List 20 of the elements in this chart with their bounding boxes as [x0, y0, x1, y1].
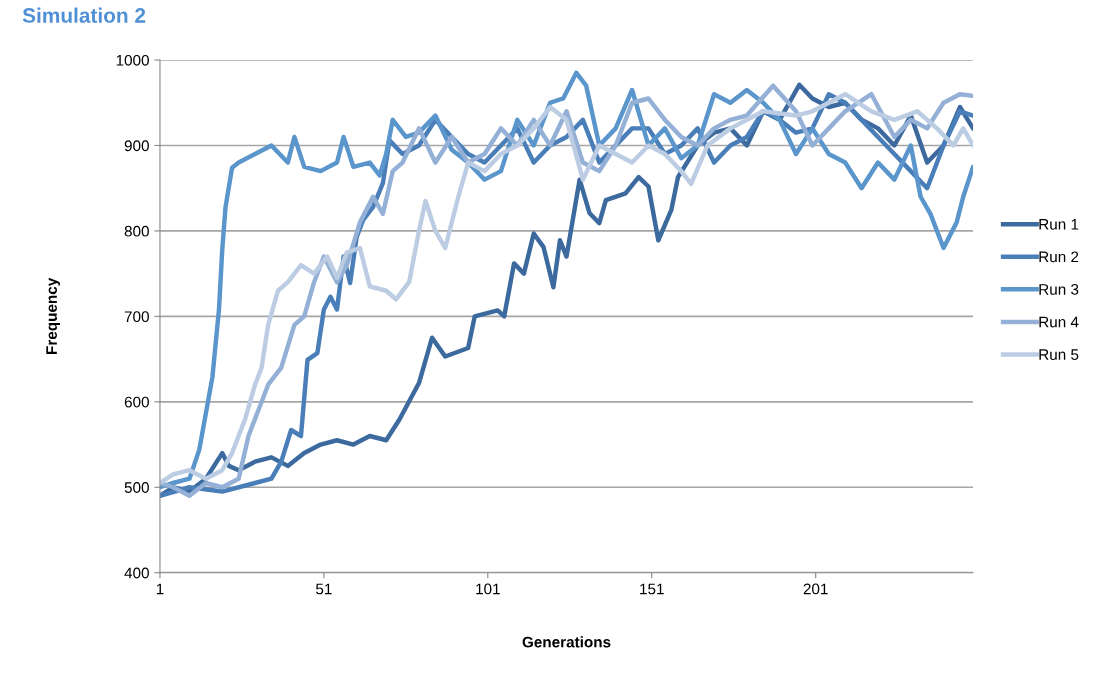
legend-label: Run 4: [1039, 316, 1079, 328]
x-tick-label: 201: [803, 583, 828, 595]
y-tick-label: 1000: [116, 54, 149, 66]
y-tick-label: 400: [124, 567, 149, 579]
x-tick-label: 1: [156, 583, 164, 595]
y-tick-label: 600: [124, 396, 149, 408]
y-tick-label: 500: [124, 482, 149, 493]
x-tick-label: 101: [476, 583, 500, 595]
x-tick-label: 51: [316, 583, 332, 595]
legend-label: Run 5: [1039, 349, 1079, 360]
x-tick-label: 151: [640, 583, 664, 595]
y-axis-title: Frequency: [46, 277, 61, 354]
y-tick-label: 800: [124, 225, 149, 237]
legend-label: Run 3: [1039, 284, 1079, 295]
y-tick-label: 900: [124, 140, 149, 152]
legend-label: Run 1: [1039, 219, 1079, 230]
chart-title: Simulation 2: [22, 7, 146, 23]
y-tick-label: 700: [124, 311, 149, 323]
x-axis-title: Generations: [522, 636, 611, 648]
legend-label: Run 2: [1039, 251, 1079, 263]
